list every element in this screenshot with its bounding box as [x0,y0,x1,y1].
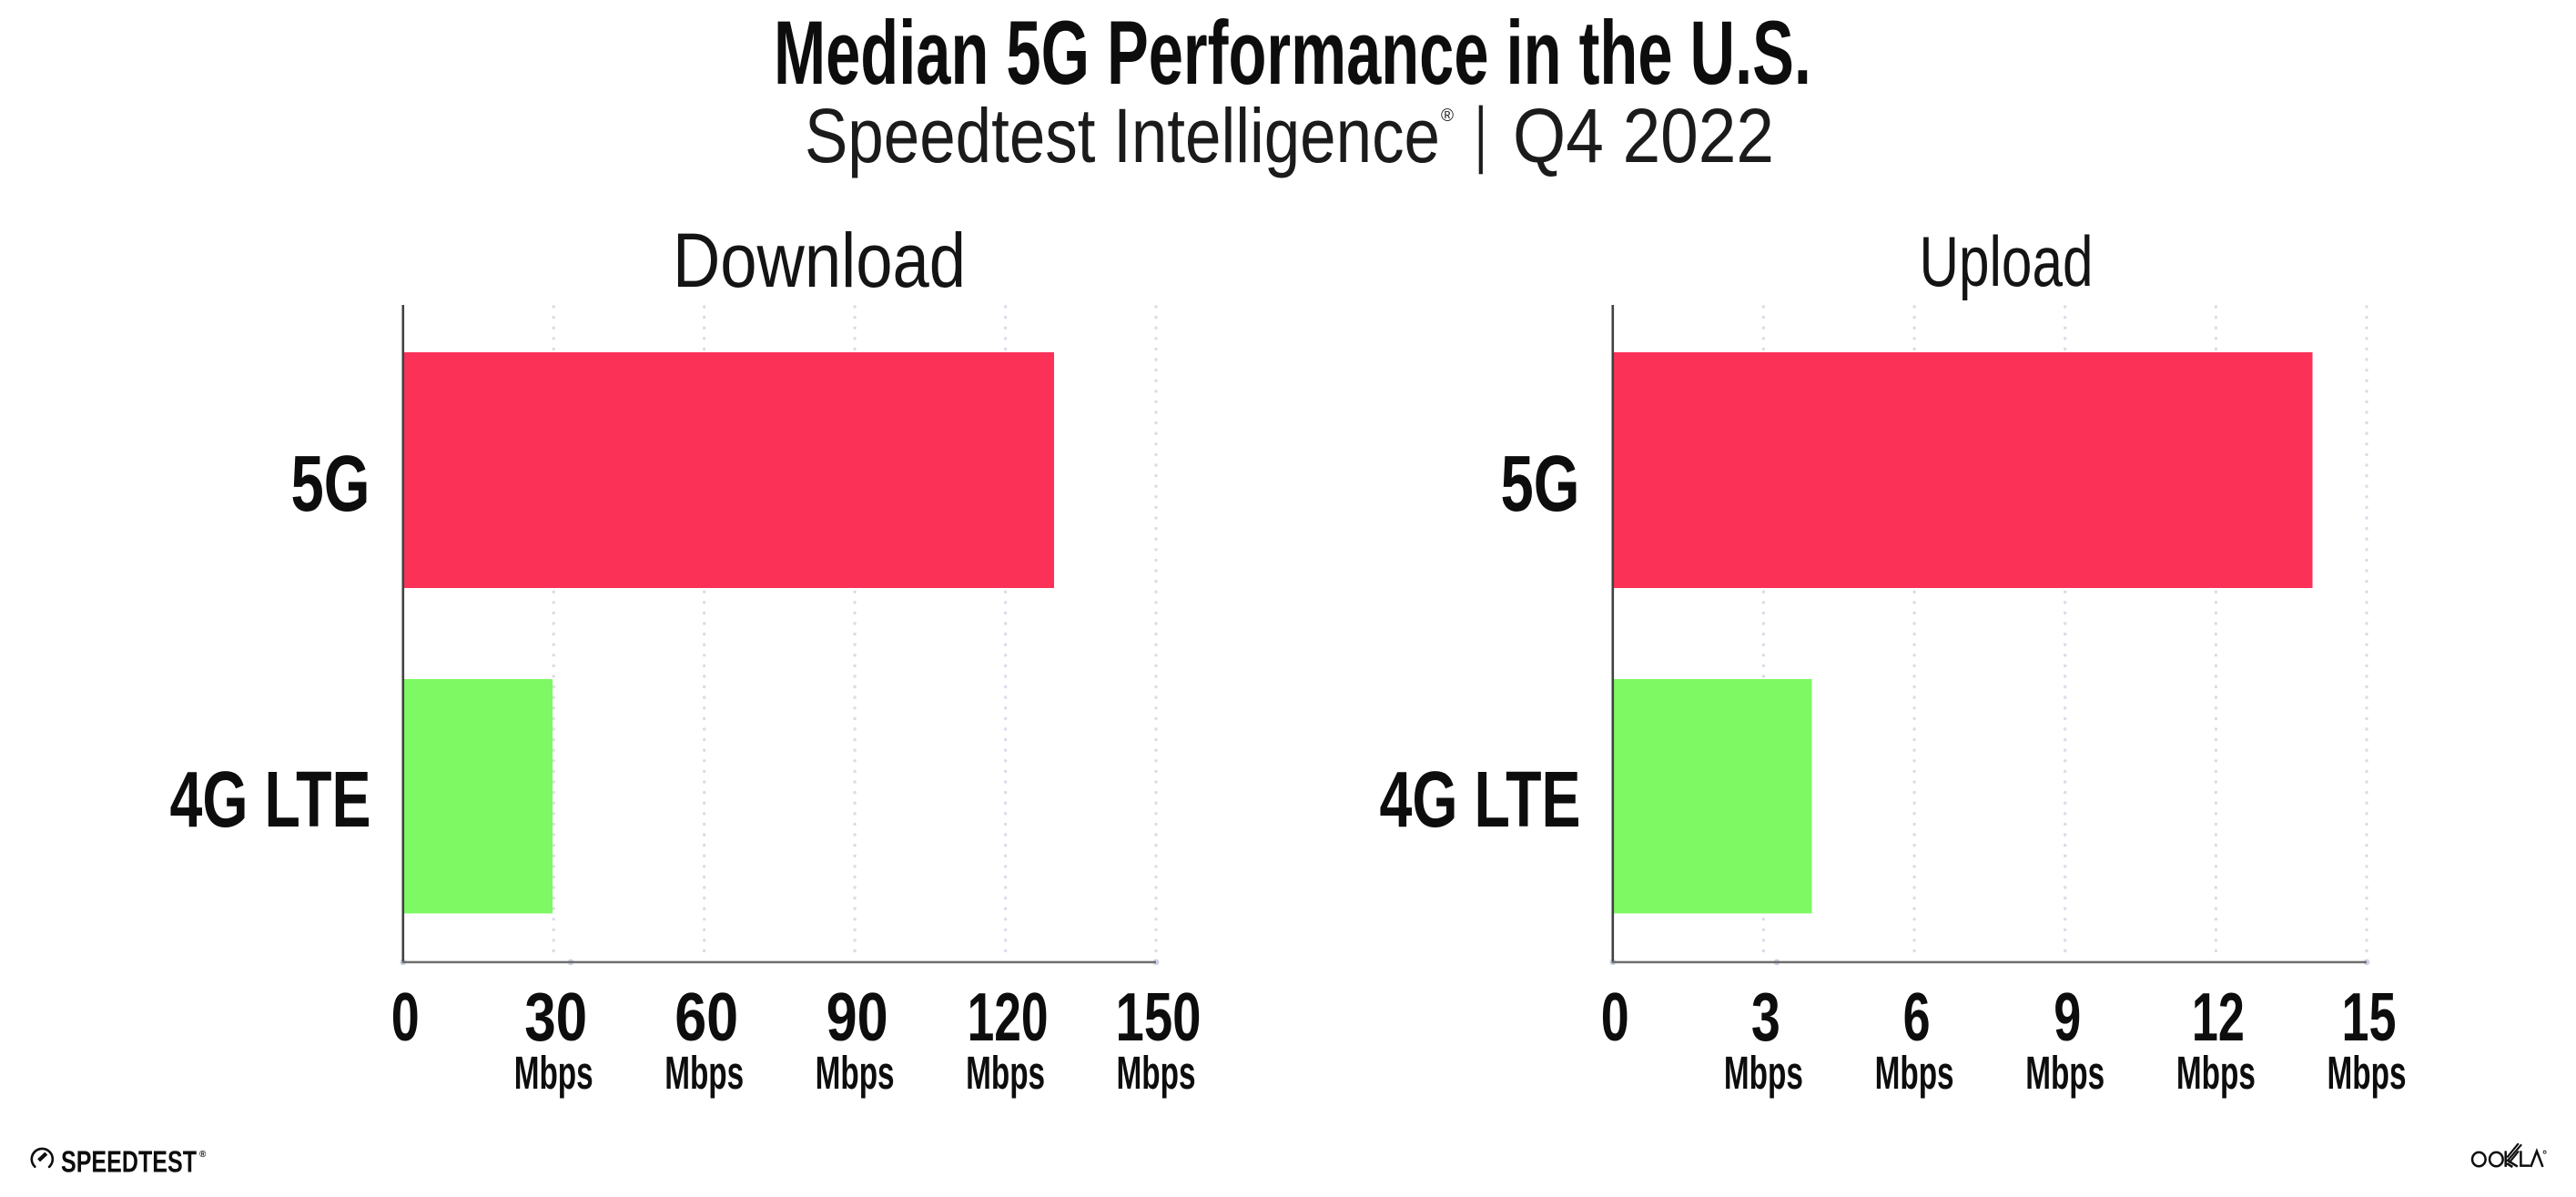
svg-text:30: 30 [524,979,587,1055]
svg-text:Mbps: Mbps [514,1047,593,1099]
svg-text:0: 0 [1601,979,1629,1055]
svg-text:60: 60 [674,979,738,1055]
svg-text:Mbps: Mbps [2328,1047,2407,1099]
svg-text:Q4 2022: Q4 2022 [1513,93,1774,178]
svg-text:9: 9 [2054,979,2081,1055]
svg-text:90: 90 [827,979,888,1055]
svg-text:3: 3 [1751,979,1780,1055]
svg-text:6: 6 [1903,979,1931,1055]
svg-text:Mbps: Mbps [1875,1047,1954,1099]
svg-text:15: 15 [2342,979,2397,1055]
svg-text:Upload: Upload [1920,221,2094,301]
svg-text:4G LTE: 4G LTE [170,756,371,844]
svg-text:0: 0 [391,979,420,1055]
svg-text:12: 12 [2192,979,2245,1055]
svg-text:4G LTE: 4G LTE [1380,756,1581,844]
svg-text:Mbps: Mbps [2176,1047,2256,1099]
svg-text:120: 120 [968,979,1049,1055]
svg-text:Mbps: Mbps [966,1047,1045,1099]
svg-text:Median 5G Performance in the U: Median 5G Performance in the U.S. [774,2,1811,103]
svg-text:Mbps: Mbps [664,1047,744,1099]
svg-text:5G: 5G [291,440,370,528]
svg-text:®: ® [199,1150,207,1160]
svg-text:Mbps: Mbps [1117,1047,1196,1099]
svg-text:5G: 5G [1501,440,1580,528]
svg-text:SPEEDTEST: SPEEDTEST [61,1145,197,1179]
svg-text:Mbps: Mbps [2025,1047,2104,1099]
svg-text:Download: Download [673,218,966,303]
svg-text:150: 150 [1116,979,1202,1055]
svg-text:Speedtest Intelligence: Speedtest Intelligence [805,93,1440,178]
svg-text:®: ® [1441,107,1454,126]
svg-text:Mbps: Mbps [816,1047,895,1099]
svg-text:Mbps: Mbps [1724,1047,1803,1099]
